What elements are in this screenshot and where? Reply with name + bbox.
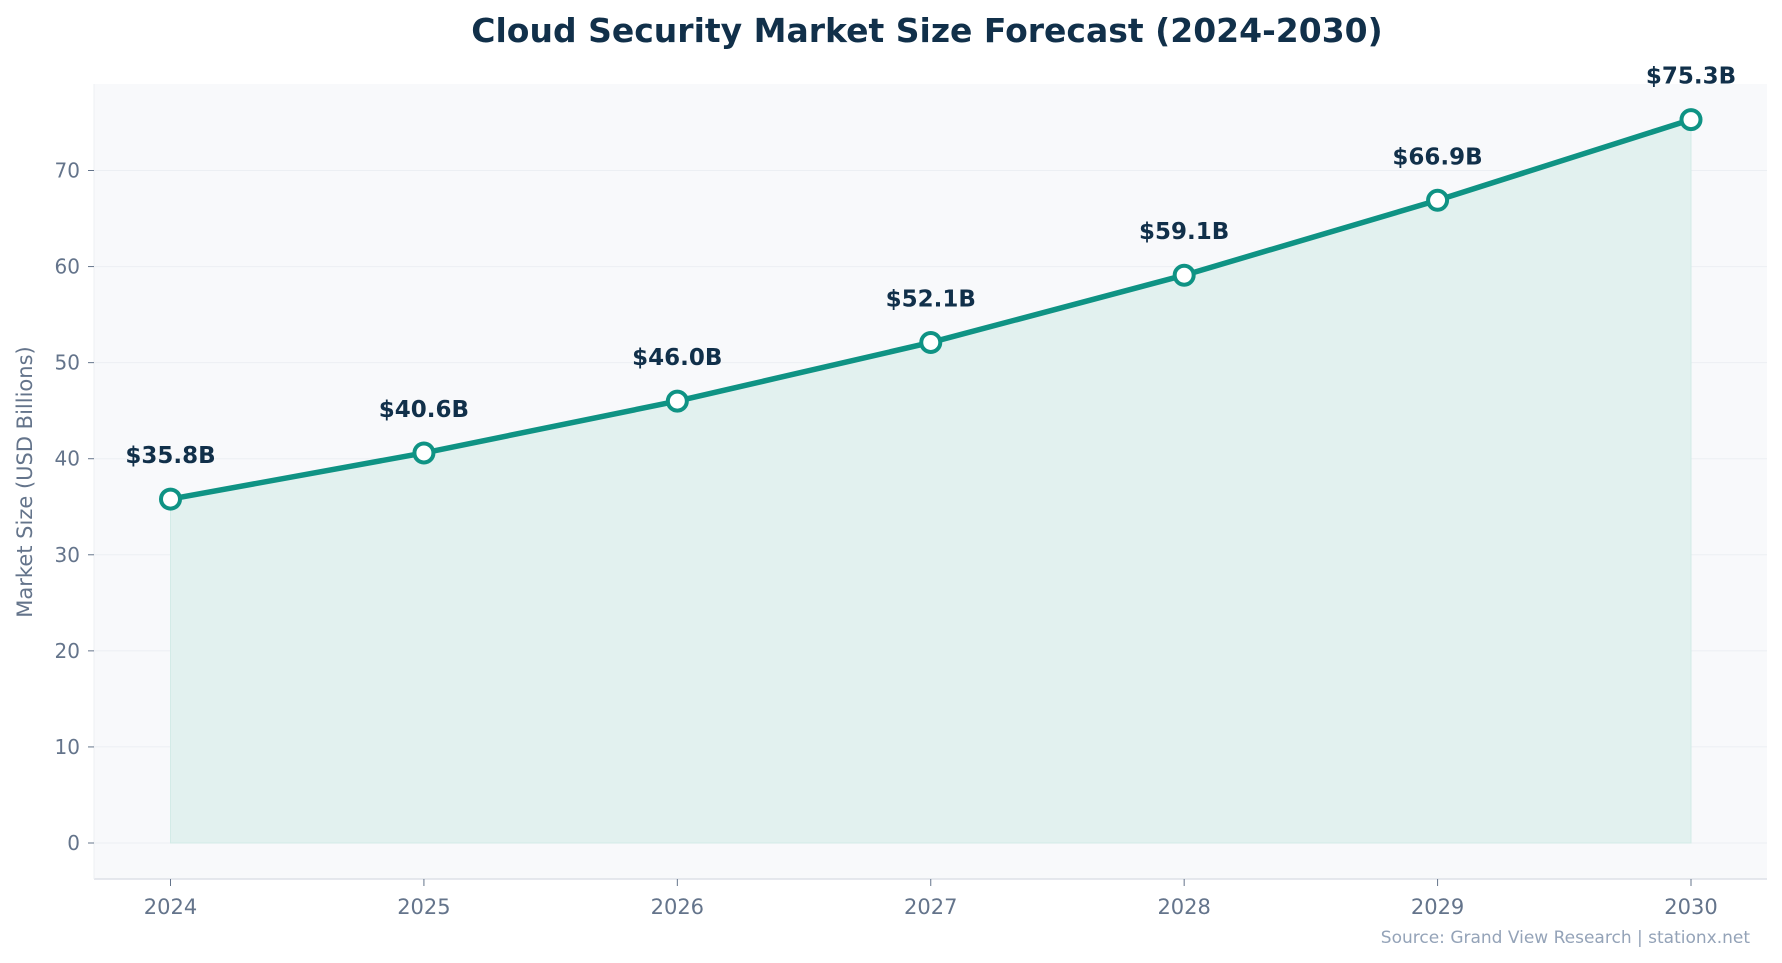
data-point — [1426, 188, 1450, 212]
x-tick-label: 2025 — [397, 895, 450, 919]
x-tick-label: 2024 — [144, 895, 197, 919]
data-label: $75.3B — [1646, 64, 1736, 90]
y-tick-label: 50 — [55, 351, 80, 375]
y-tick-label: 0 — [67, 831, 80, 855]
data-point — [159, 487, 182, 511]
data-label: $40.6B — [379, 397, 469, 423]
x-tick-label: 2027 — [904, 895, 957, 919]
y-tick-label: 10 — [55, 735, 80, 759]
y-tick-label: 70 — [55, 159, 80, 183]
data-label: $52.1B — [886, 286, 976, 312]
data-label: $59.1B — [1139, 219, 1229, 245]
source-note: Source: Grand View Research | stationx.n… — [1381, 928, 1751, 948]
data-point — [1172, 263, 1196, 287]
x-tick-label: 2029 — [1411, 895, 1464, 919]
data-label: $35.8B — [125, 443, 215, 469]
chart-title: Cloud Security Market Size Forecast (202… — [471, 11, 1382, 50]
y-axis-label: Market Size (USD Billions) — [13, 346, 37, 617]
data-label: $46.0B — [632, 345, 722, 371]
data-point — [1679, 108, 1703, 132]
y-tick-label: 60 — [55, 255, 80, 279]
y-tick-label: 30 — [55, 543, 80, 567]
y-tick-label: 40 — [55, 447, 80, 471]
data-point — [665, 389, 689, 413]
x-tick-label: 2028 — [1157, 895, 1210, 919]
data-label: $66.9B — [1392, 144, 1482, 170]
x-tick-label: 2030 — [1664, 895, 1717, 919]
data-point — [412, 441, 436, 465]
x-tick-label: 2026 — [651, 895, 704, 919]
y-tick-label: 20 — [55, 639, 80, 663]
data-point — [919, 330, 943, 354]
